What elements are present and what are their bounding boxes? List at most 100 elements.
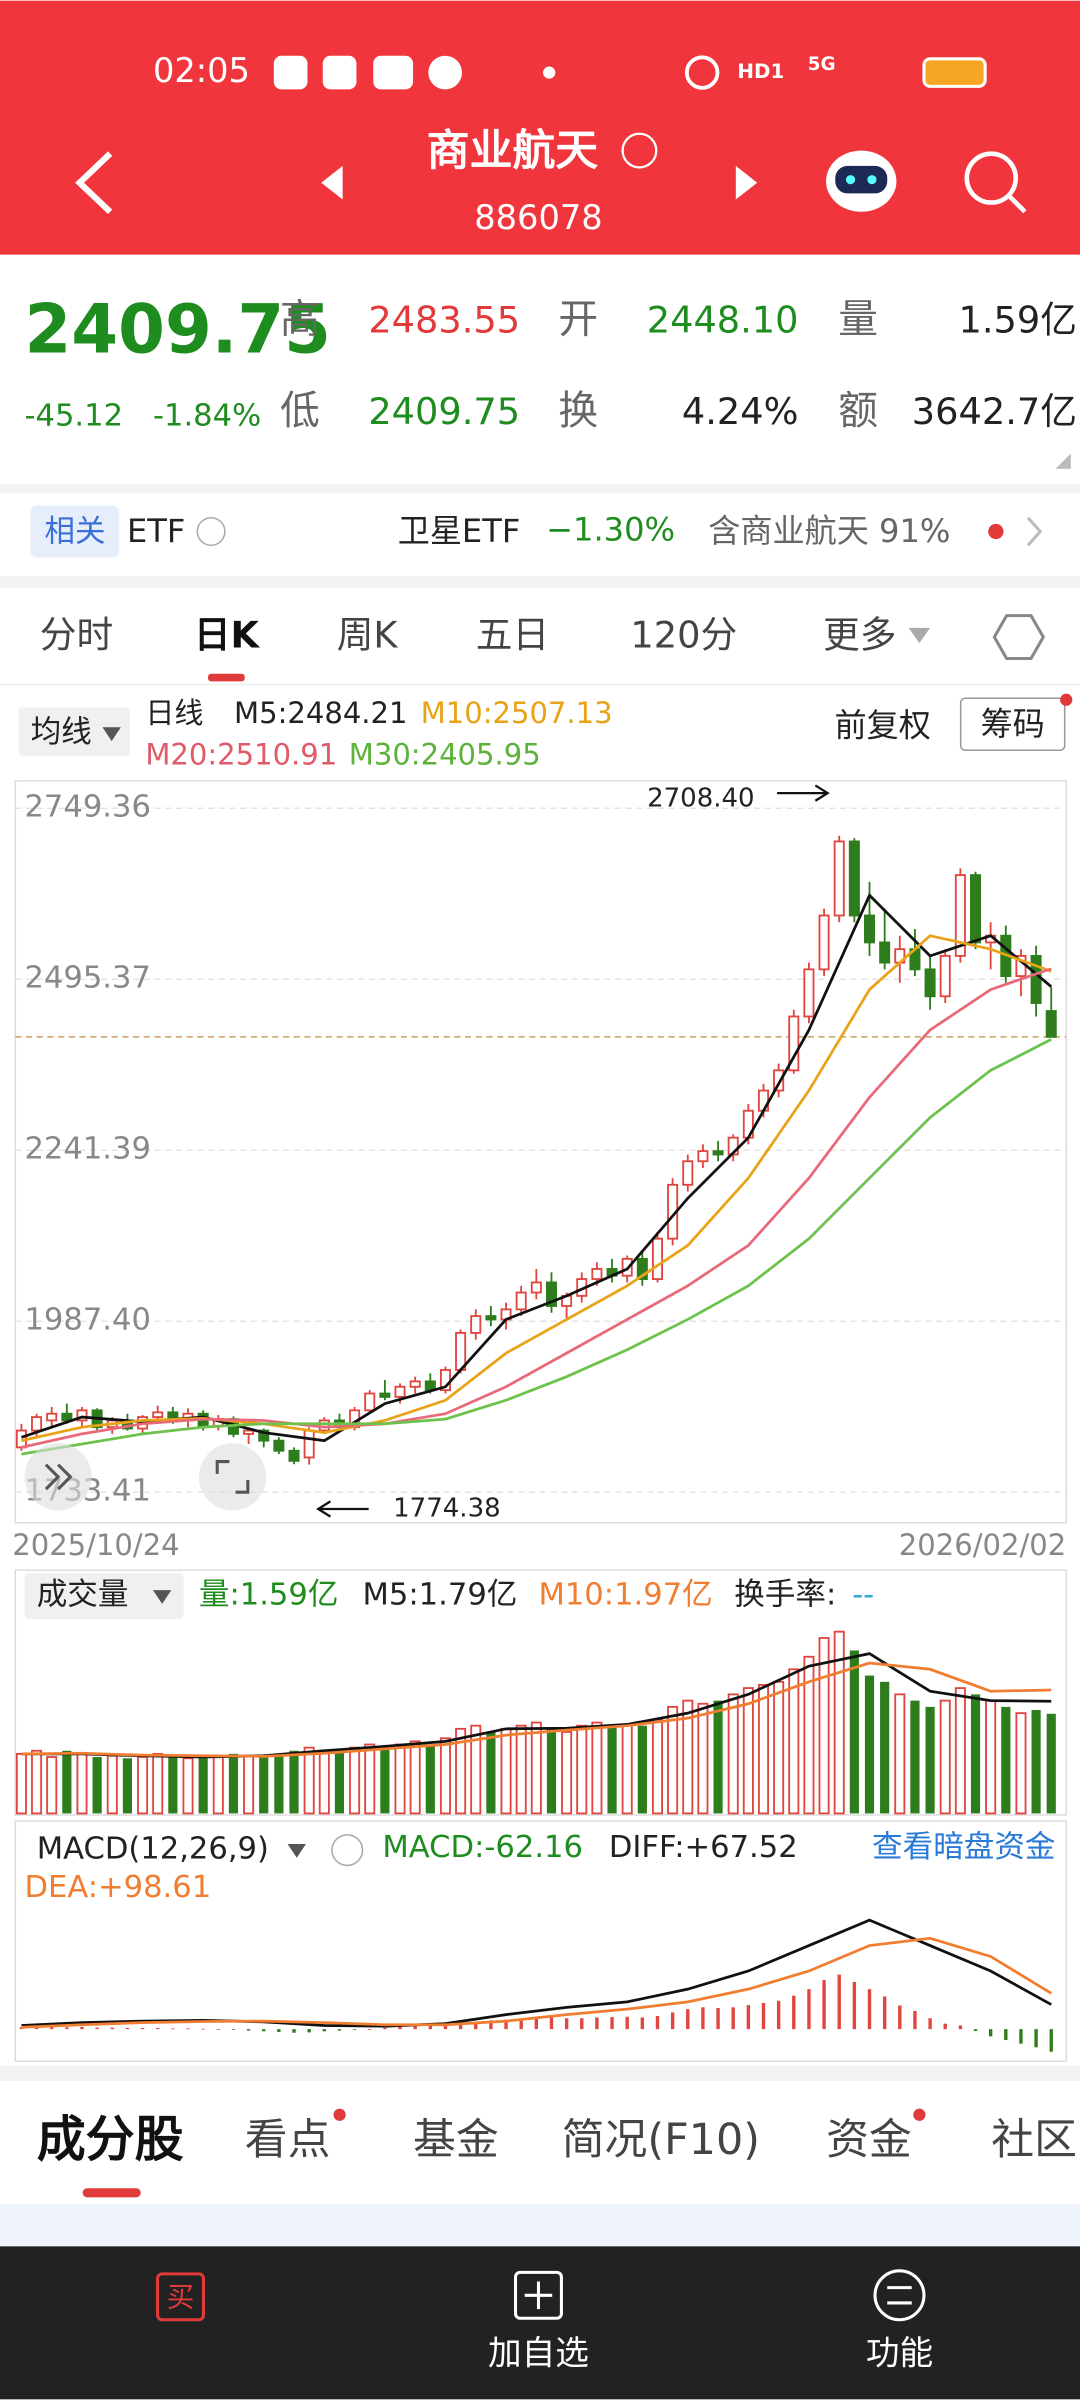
bar bbox=[168, 1757, 178, 1814]
tab[interactable]: 五日 bbox=[476, 614, 549, 657]
macd-button[interactable]: MACD(12,26,9) bbox=[37, 1832, 269, 1867]
prev-button[interactable] bbox=[321, 165, 343, 200]
bar bbox=[137, 1756, 149, 1815]
chips-button-bg[interactable] bbox=[959, 697, 1066, 752]
legend-m30: M30:2405.95 bbox=[349, 737, 541, 771]
legend-m5: M5:2484.21 bbox=[234, 696, 407, 730]
candle-body bbox=[61, 1412, 73, 1422]
legend: MACD:-62.16 bbox=[382, 1830, 583, 1865]
chart-frame bbox=[14, 780, 1067, 1524]
volume-button-bg[interactable] bbox=[24, 1573, 184, 1620]
volume-button[interactable]: 成交量 bbox=[37, 1578, 129, 1613]
adjust-button[interactable]: 前复权 bbox=[834, 706, 930, 744]
buy-icon[interactable] bbox=[156, 2272, 205, 2322]
link[interactable]: 查看暗盘资金 bbox=[872, 1830, 1055, 1865]
value: 4.24% bbox=[682, 390, 799, 433]
etf-tag: 相关 bbox=[44, 515, 105, 550]
candle-body bbox=[833, 840, 845, 917]
bar bbox=[383, 2028, 387, 2030]
bar bbox=[398, 2026, 402, 2030]
legend: M5:1.79亿 bbox=[363, 1578, 518, 1613]
bar bbox=[1034, 2029, 1038, 2048]
help-icon[interactable] bbox=[196, 516, 226, 547]
bar bbox=[637, 1725, 647, 1814]
candle-body bbox=[515, 1291, 527, 1311]
dropdown bbox=[152, 1590, 172, 1604]
bar bbox=[773, 1680, 785, 1815]
bar bbox=[742, 1687, 754, 1815]
bar bbox=[776, 2000, 781, 2030]
candle-body bbox=[394, 1385, 406, 1398]
tab[interactable]: 简况(F10) bbox=[562, 2115, 760, 2165]
tab-active[interactable]: 成分股 bbox=[37, 2111, 184, 2168]
candle-body bbox=[682, 1160, 694, 1186]
dot bbox=[1060, 693, 1073, 706]
x-label: 2026/02/02 bbox=[899, 1528, 1066, 1562]
tab[interactable]: 分时 bbox=[40, 614, 113, 657]
legend-m20: M20:2510.91 bbox=[145, 737, 337, 771]
bar bbox=[152, 1752, 164, 1815]
bar bbox=[898, 2005, 902, 2030]
bar bbox=[455, 1727, 467, 1815]
search-button[interactable] bbox=[964, 151, 1027, 214]
tab[interactable]: 更多 bbox=[823, 614, 896, 657]
bar bbox=[228, 1753, 239, 1814]
candle-body bbox=[485, 1315, 497, 1321]
next-button[interactable] bbox=[735, 165, 758, 200]
bar bbox=[546, 1728, 557, 1814]
change-pct: -1.84% bbox=[153, 398, 261, 433]
bar bbox=[761, 2002, 766, 2030]
bar bbox=[925, 1706, 935, 1814]
bar bbox=[534, 2017, 539, 2030]
bar bbox=[243, 1754, 255, 1815]
nav-label[interactable]: 功能 bbox=[866, 2333, 933, 2372]
assistant-button[interactable] bbox=[826, 150, 897, 212]
bar bbox=[837, 1974, 841, 2030]
bar bbox=[337, 2029, 342, 2031]
overlay-buttons[interactable] bbox=[24, 1443, 267, 1511]
value: 2448.10 bbox=[647, 298, 799, 341]
ma-button[interactable]: 均线 bbox=[31, 715, 92, 750]
bar bbox=[716, 2008, 720, 2030]
tab-active[interactable]: 日K bbox=[194, 614, 261, 657]
bar bbox=[122, 1758, 133, 1814]
chips-button[interactable]: 筹码 bbox=[981, 705, 1045, 743]
code: 886078 bbox=[474, 198, 602, 237]
buy[interactable]: 买 bbox=[167, 2281, 195, 2313]
candle-body bbox=[924, 968, 936, 998]
bar bbox=[852, 1981, 857, 2030]
candle-body bbox=[697, 1150, 709, 1163]
legend: DIFF:+67.52 bbox=[609, 1830, 798, 1865]
price: 2409.75 bbox=[24, 291, 331, 369]
tab[interactable]: 基金 bbox=[413, 2115, 499, 2165]
back-button[interactable] bbox=[75, 151, 113, 215]
bar bbox=[156, 2028, 160, 2030]
tab[interactable]: 资金 bbox=[826, 2115, 912, 2165]
chevron[interactable] bbox=[1026, 516, 1043, 547]
tab[interactable]: 社区 bbox=[991, 2115, 1077, 2165]
bar bbox=[212, 1756, 224, 1815]
tab[interactable]: 周K bbox=[337, 614, 399, 657]
ma-button-bg[interactable] bbox=[18, 707, 131, 757]
y-tick-label: 2749.36 bbox=[24, 790, 150, 825]
nav-label[interactable]: 加自选 bbox=[488, 2333, 589, 2372]
bar bbox=[259, 1757, 269, 1814]
legend: 换手率: bbox=[734, 1578, 836, 1613]
settings-button[interactable] bbox=[992, 614, 1046, 660]
value: 3642.7亿 bbox=[912, 390, 1077, 433]
tab[interactable]: 120分 bbox=[630, 614, 737, 657]
candle-body bbox=[364, 1392, 376, 1412]
bar bbox=[307, 2029, 311, 2033]
etf-name[interactable]: 卫星ETF bbox=[398, 512, 521, 550]
tab[interactable]: 看点 bbox=[245, 2115, 331, 2165]
candle-body bbox=[788, 1015, 800, 1072]
bar bbox=[171, 2028, 175, 2030]
help-icon[interactable] bbox=[331, 1834, 364, 1867]
add-icon[interactable] bbox=[513, 2270, 563, 2320]
menu-icon[interactable] bbox=[873, 2269, 926, 2322]
bar bbox=[486, 1731, 496, 1814]
info-icon[interactable] bbox=[621, 132, 658, 169]
bar bbox=[425, 1744, 435, 1814]
